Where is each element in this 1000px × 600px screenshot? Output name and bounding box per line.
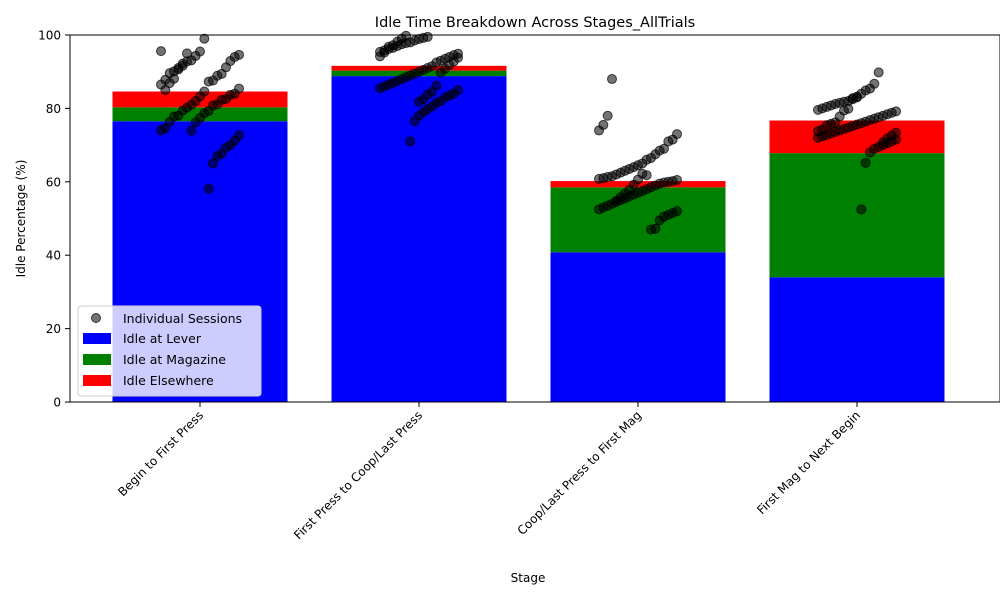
y-tick-label: 20 <box>46 322 61 336</box>
session-point <box>654 215 665 226</box>
session-point <box>878 137 888 148</box>
session-point <box>611 195 622 206</box>
session-point <box>873 67 884 78</box>
session-point <box>414 96 424 107</box>
session-point <box>860 157 871 168</box>
session-point <box>160 85 171 96</box>
session-point <box>203 76 214 87</box>
session-point <box>182 48 192 59</box>
legend-label: Idle Elsewhere <box>123 373 214 388</box>
y-tick-label: 80 <box>46 102 61 116</box>
session-point <box>856 204 867 215</box>
x-tick-label: First Press to Coop/Last Press <box>291 408 425 542</box>
legend-box <box>77 305 262 397</box>
legend-swatch <box>83 375 111 386</box>
session-point <box>173 63 184 74</box>
session-point <box>594 204 604 215</box>
y-axis-label: Idle Percentage (%) <box>14 160 28 278</box>
session-point <box>594 173 604 184</box>
session-point <box>847 93 858 104</box>
y-axis: 0 20 40 60 80 100 <box>38 29 70 410</box>
session-point <box>212 151 223 162</box>
legend-swatch <box>83 333 111 344</box>
bar-lever-2 <box>331 76 507 402</box>
session-point <box>203 183 214 194</box>
session-point <box>602 110 613 121</box>
session-point <box>375 51 385 62</box>
session-point <box>865 147 875 158</box>
x-axis-label: Stage <box>511 571 546 585</box>
session-point <box>156 125 166 136</box>
session-point <box>435 67 446 78</box>
session-point <box>186 125 197 136</box>
legend-label: Idle at Magazine <box>123 352 226 367</box>
session-point <box>594 125 604 136</box>
session-point <box>607 74 617 85</box>
legend-marker-sessions <box>91 313 101 323</box>
session-point <box>409 116 420 127</box>
bar-lever-4 <box>769 277 945 402</box>
y-tick-label: 100 <box>38 29 61 43</box>
x-tick-label: Begin to First Press <box>115 408 206 499</box>
plot-frame <box>69 34 1000 403</box>
session-point <box>156 46 166 57</box>
legend-swatch <box>83 354 111 365</box>
session-point <box>208 158 218 169</box>
legend: Individual Sessions Idle at Lever Idle at … <box>77 305 262 397</box>
bar-magazine-4 <box>769 153 945 278</box>
x-axis: Begin to First Press First Press to Coop/… <box>115 402 863 542</box>
scatter-layer <box>156 30 901 235</box>
session-point <box>405 136 416 147</box>
session-point <box>813 126 823 137</box>
bar-magazine-3 <box>550 187 726 253</box>
session-point <box>375 83 385 94</box>
session-point <box>199 33 210 44</box>
bar-lever-3 <box>550 252 726 402</box>
bars-layer <box>112 65 945 403</box>
chart-title: Idle Time Breakdown Across Stages_AllTri… <box>375 15 695 31</box>
x-tick-label: First Mag to Next Begin <box>754 408 863 517</box>
session-point <box>663 136 674 147</box>
y-tick-label: 60 <box>46 175 61 189</box>
y-tick-label: 40 <box>46 249 61 263</box>
session-point <box>646 224 656 235</box>
session-point <box>813 104 823 115</box>
legend-label: Idle at Lever <box>123 331 202 346</box>
session-point <box>190 117 201 128</box>
y-tick-label: 0 <box>53 396 61 410</box>
x-tick-label: Coop/Last Press to First Mag <box>515 408 645 538</box>
legend-label-sessions: Individual Sessions <box>123 311 242 326</box>
